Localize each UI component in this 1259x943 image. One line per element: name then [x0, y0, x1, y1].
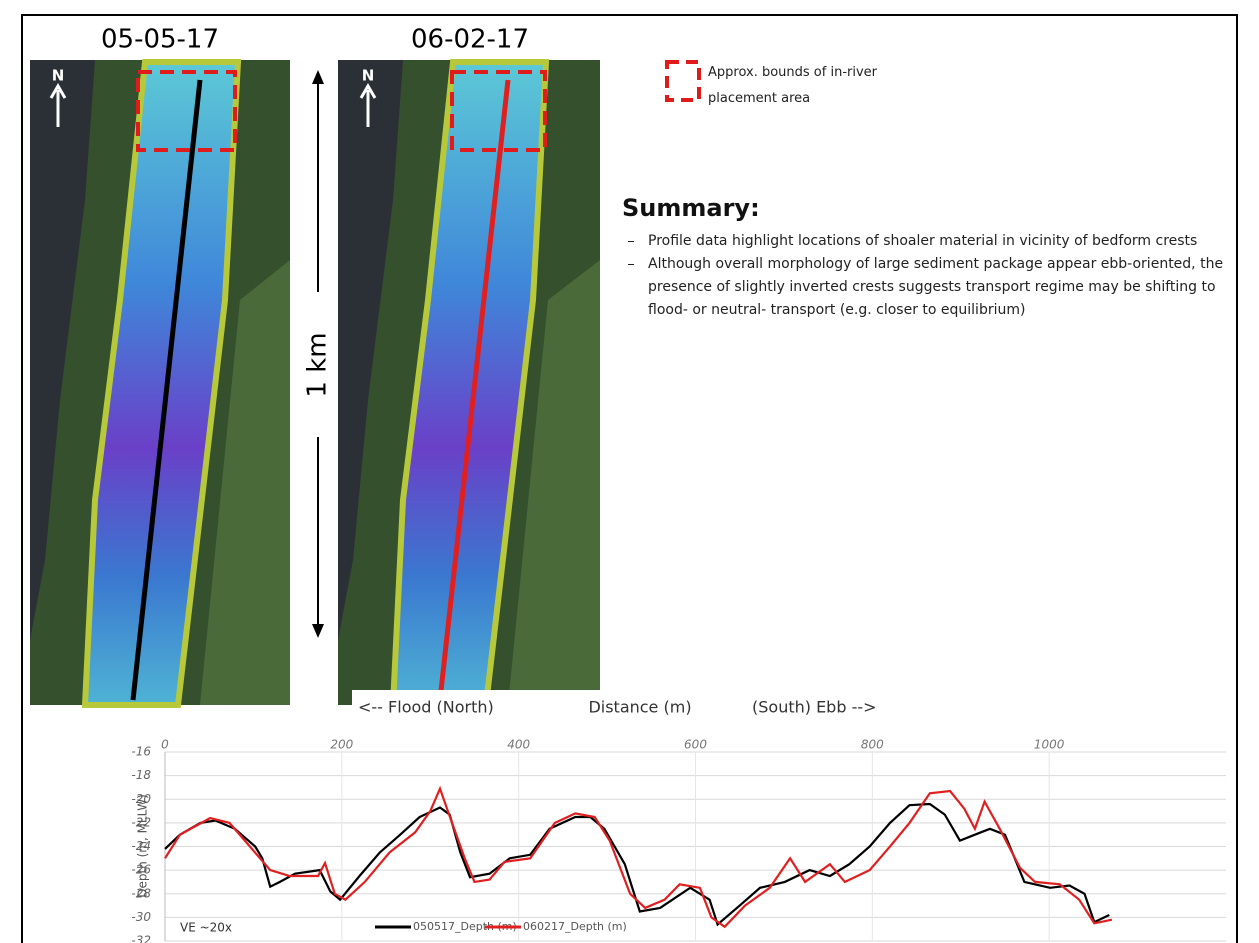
x-axis-label: Distance (m) — [588, 698, 691, 717]
bullet-text: Although overall morphology of large sed… — [648, 256, 1223, 318]
legend-text: Approx. bounds of in-river placement are… — [708, 60, 928, 112]
x-tick-label: 400 — [507, 738, 530, 752]
x-tick-label: 200 — [330, 738, 353, 752]
slide-canvas: 05-05-17 06-02-17 N N 1 km -16-18-20-22-… — [0, 0, 1259, 943]
map-right — [338, 60, 600, 705]
chart-area — [100, 726, 1232, 943]
y-tick-label: -18 — [131, 768, 151, 782]
north-label: N — [52, 67, 65, 85]
y-tick-label: -30 — [131, 910, 151, 924]
bullet-dash — [628, 264, 634, 265]
x-tick-label: 800 — [861, 738, 884, 752]
annotation: (South) Ebb --> — [752, 698, 877, 717]
map-date: 05-05-17 — [101, 25, 219, 55]
bullet-dash — [628, 241, 634, 242]
slide: 05-05-17 06-02-17 N N 1 km -16-18-20-22-… — [0, 0, 1259, 943]
x-tick-label: 600 — [684, 738, 707, 752]
north-label: N — [362, 67, 375, 85]
y-tick-label: -16 — [131, 745, 151, 759]
bullet: Profile data highlight locations of shoa… — [628, 230, 1240, 253]
annotation: <-- Flood (North) — [358, 698, 494, 717]
map-date: 06-02-17 — [411, 25, 529, 55]
y-axis-label: Depth (m, MLLW) — [136, 794, 150, 898]
map-left — [30, 60, 290, 705]
legend-box-icon — [667, 62, 699, 100]
annotation: VE ~20x — [180, 921, 232, 935]
bullet-text: Profile data highlight locations of shoa… — [648, 233, 1197, 249]
scale-label: 1 km — [303, 332, 333, 397]
x-tick-label: 1000 — [1034, 738, 1065, 752]
summary-list: Profile data highlight locations of shoa… — [628, 230, 1240, 322]
x-tick-label: 0 — [161, 738, 169, 752]
legend-label: 060217_Depth (m) — [523, 920, 627, 933]
summary-title: Summary: — [622, 194, 760, 222]
y-tick-label: -32 — [131, 934, 151, 943]
bullet: Although overall morphology of large sed… — [628, 253, 1240, 322]
